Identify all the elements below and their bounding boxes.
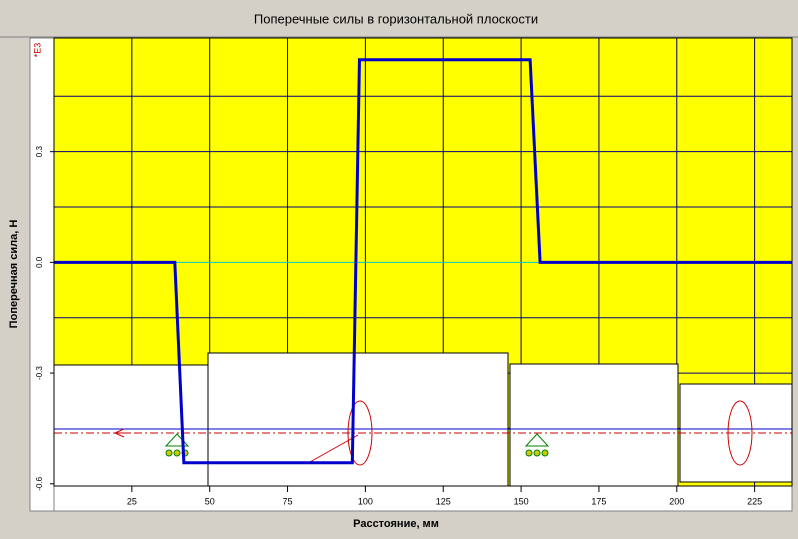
y-axis-label: Поперечная сила, Н: [8, 220, 20, 329]
y-tick-label: 0.0: [35, 256, 44, 268]
support: [524, 433, 550, 447]
support-roller: [525, 449, 533, 457]
y-tick-label: -0.3: [35, 366, 44, 380]
y-axis-panel: [29, 37, 55, 512]
y-multiplier: *E3: [32, 43, 42, 58]
chart-title: Поперечные силы в горизонтальной плоскос…: [254, 11, 538, 26]
data-line: [54, 58, 792, 465]
x-tick-label: 150: [514, 496, 529, 506]
support-roller: [533, 449, 541, 457]
x-tick-label: 175: [591, 496, 606, 506]
x-tick-label: 125: [436, 496, 451, 506]
x-axis-label: Расстояние, мм: [353, 518, 439, 530]
shaft-section: [53, 364, 209, 487]
moment: [727, 400, 753, 466]
x-tick-label: 200: [669, 496, 684, 506]
support-roller: [173, 449, 181, 457]
shaft-section: [207, 352, 509, 487]
x-tick-label: 75: [283, 496, 293, 506]
support-roller: [541, 449, 549, 457]
y-tick-label: -0.6: [35, 476, 44, 490]
moment: [347, 400, 373, 466]
x-tick-label: 50: [205, 496, 215, 506]
x-axis-panel: [53, 485, 793, 512]
plot-area: [53, 37, 793, 487]
x-tick-label: 100: [358, 496, 373, 506]
y-tick-label: 0.3: [35, 146, 44, 158]
shaft-section: [509, 363, 679, 487]
force-arrow: [113, 428, 359, 463]
x-tick-label: 25: [127, 496, 137, 506]
x-tick-label: 225: [747, 496, 762, 506]
support-roller: [165, 449, 173, 457]
